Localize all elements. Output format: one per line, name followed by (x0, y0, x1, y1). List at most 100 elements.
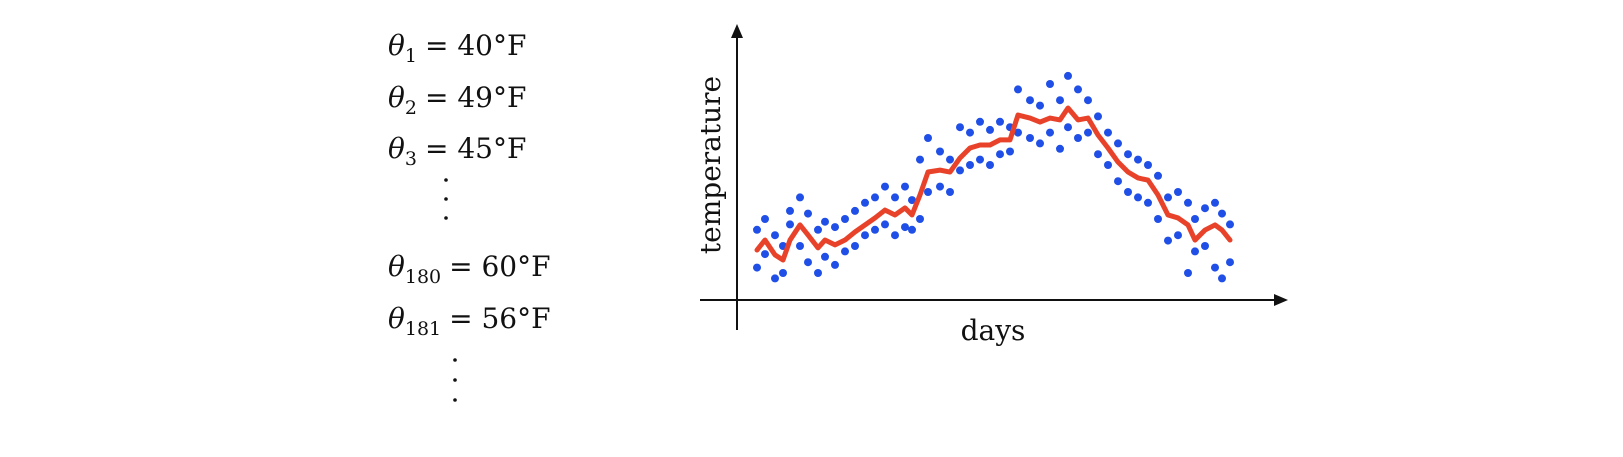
equation: θ180 = 60°F (388, 250, 551, 288)
moving-average-line (754, 105, 1233, 263)
data-point (1124, 150, 1132, 159)
data-point (1211, 263, 1219, 272)
subscript: 2 (405, 97, 417, 119)
data-point (1014, 85, 1022, 94)
data-point (753, 225, 761, 234)
data-point (1114, 177, 1122, 186)
data-point (881, 182, 889, 191)
data-point (1174, 188, 1182, 196)
data-point (1201, 204, 1209, 213)
data-point (871, 193, 879, 202)
x-axis-label: days (961, 314, 1026, 347)
data-point (851, 242, 859, 250)
data-point (1154, 215, 1162, 223)
data-point (1226, 258, 1234, 267)
data-point (1014, 128, 1022, 137)
data-point (831, 260, 839, 269)
data-point (1094, 150, 1102, 159)
data-point (901, 182, 909, 191)
data-point (976, 155, 984, 164)
data-point (966, 161, 974, 169)
data-point (1226, 220, 1234, 229)
equation: θ1 = 40°F (388, 29, 526, 67)
data-point (1191, 247, 1199, 256)
data-point (1114, 139, 1122, 148)
data-point (1046, 128, 1054, 137)
data-point (956, 123, 964, 132)
data-point (761, 250, 769, 259)
data-point (1084, 96, 1092, 105)
data-point (804, 209, 812, 218)
value: = 56°F (449, 302, 550, 335)
data-point (916, 215, 924, 223)
data-point (861, 198, 869, 207)
data-point (956, 166, 964, 175)
data-point (814, 225, 822, 234)
data-point (1174, 231, 1182, 240)
data-point (908, 196, 916, 205)
data-point (1104, 128, 1112, 137)
data-point (1046, 80, 1054, 88)
data-point (1184, 269, 1192, 277)
data-point (821, 217, 829, 226)
data-point (821, 252, 829, 261)
data-point (908, 225, 916, 234)
data-point (1006, 147, 1014, 156)
data-point (753, 263, 761, 272)
data-point (1218, 209, 1226, 218)
data-point (1191, 215, 1199, 223)
data-point (891, 231, 899, 240)
data-point (1064, 123, 1072, 132)
data-point (936, 182, 944, 191)
data-point (1144, 198, 1152, 207)
data-point (901, 223, 909, 232)
data-point (1036, 139, 1044, 148)
data-point (814, 269, 822, 277)
data-point (924, 188, 932, 196)
vdots (444, 178, 457, 402)
data-point (1094, 112, 1102, 121)
data-point (1056, 96, 1064, 105)
data-point (966, 128, 974, 137)
data-point (1134, 193, 1142, 202)
symbol: θ (388, 29, 405, 62)
data-point (761, 215, 769, 223)
data-point (986, 125, 994, 134)
data-point (1074, 85, 1082, 94)
data-point (946, 155, 954, 164)
data-point (996, 150, 1004, 159)
data-point (871, 225, 879, 234)
data-point (996, 117, 1004, 126)
symbol: θ (388, 250, 405, 283)
data-point (1104, 161, 1112, 169)
data-point (881, 220, 889, 229)
data-point (771, 231, 779, 240)
data-point (1164, 193, 1172, 202)
y-axis-label: temperature (694, 76, 727, 254)
data-point (831, 223, 839, 232)
data-point (936, 147, 944, 156)
data-point (1201, 242, 1209, 250)
symbol: θ (388, 132, 405, 165)
data-point (771, 274, 779, 283)
data-point (1074, 134, 1082, 142)
data-point (786, 206, 794, 215)
value: = 60°F (449, 250, 550, 283)
data-point (1211, 198, 1219, 207)
data-point (976, 117, 984, 126)
data-point (851, 206, 859, 215)
subscript: 3 (405, 148, 417, 170)
data-point (779, 269, 787, 277)
data-point (796, 193, 804, 202)
data-point (1134, 155, 1142, 164)
data-point (1026, 134, 1034, 142)
data-point (804, 258, 812, 267)
subscript: 1 (405, 45, 417, 67)
subscript: 181 (405, 318, 441, 340)
equation: θ3 = 45°F (388, 132, 526, 170)
axes (700, 24, 1288, 330)
data-point (1036, 101, 1044, 110)
data-point (1026, 96, 1034, 105)
data-point (891, 193, 899, 202)
